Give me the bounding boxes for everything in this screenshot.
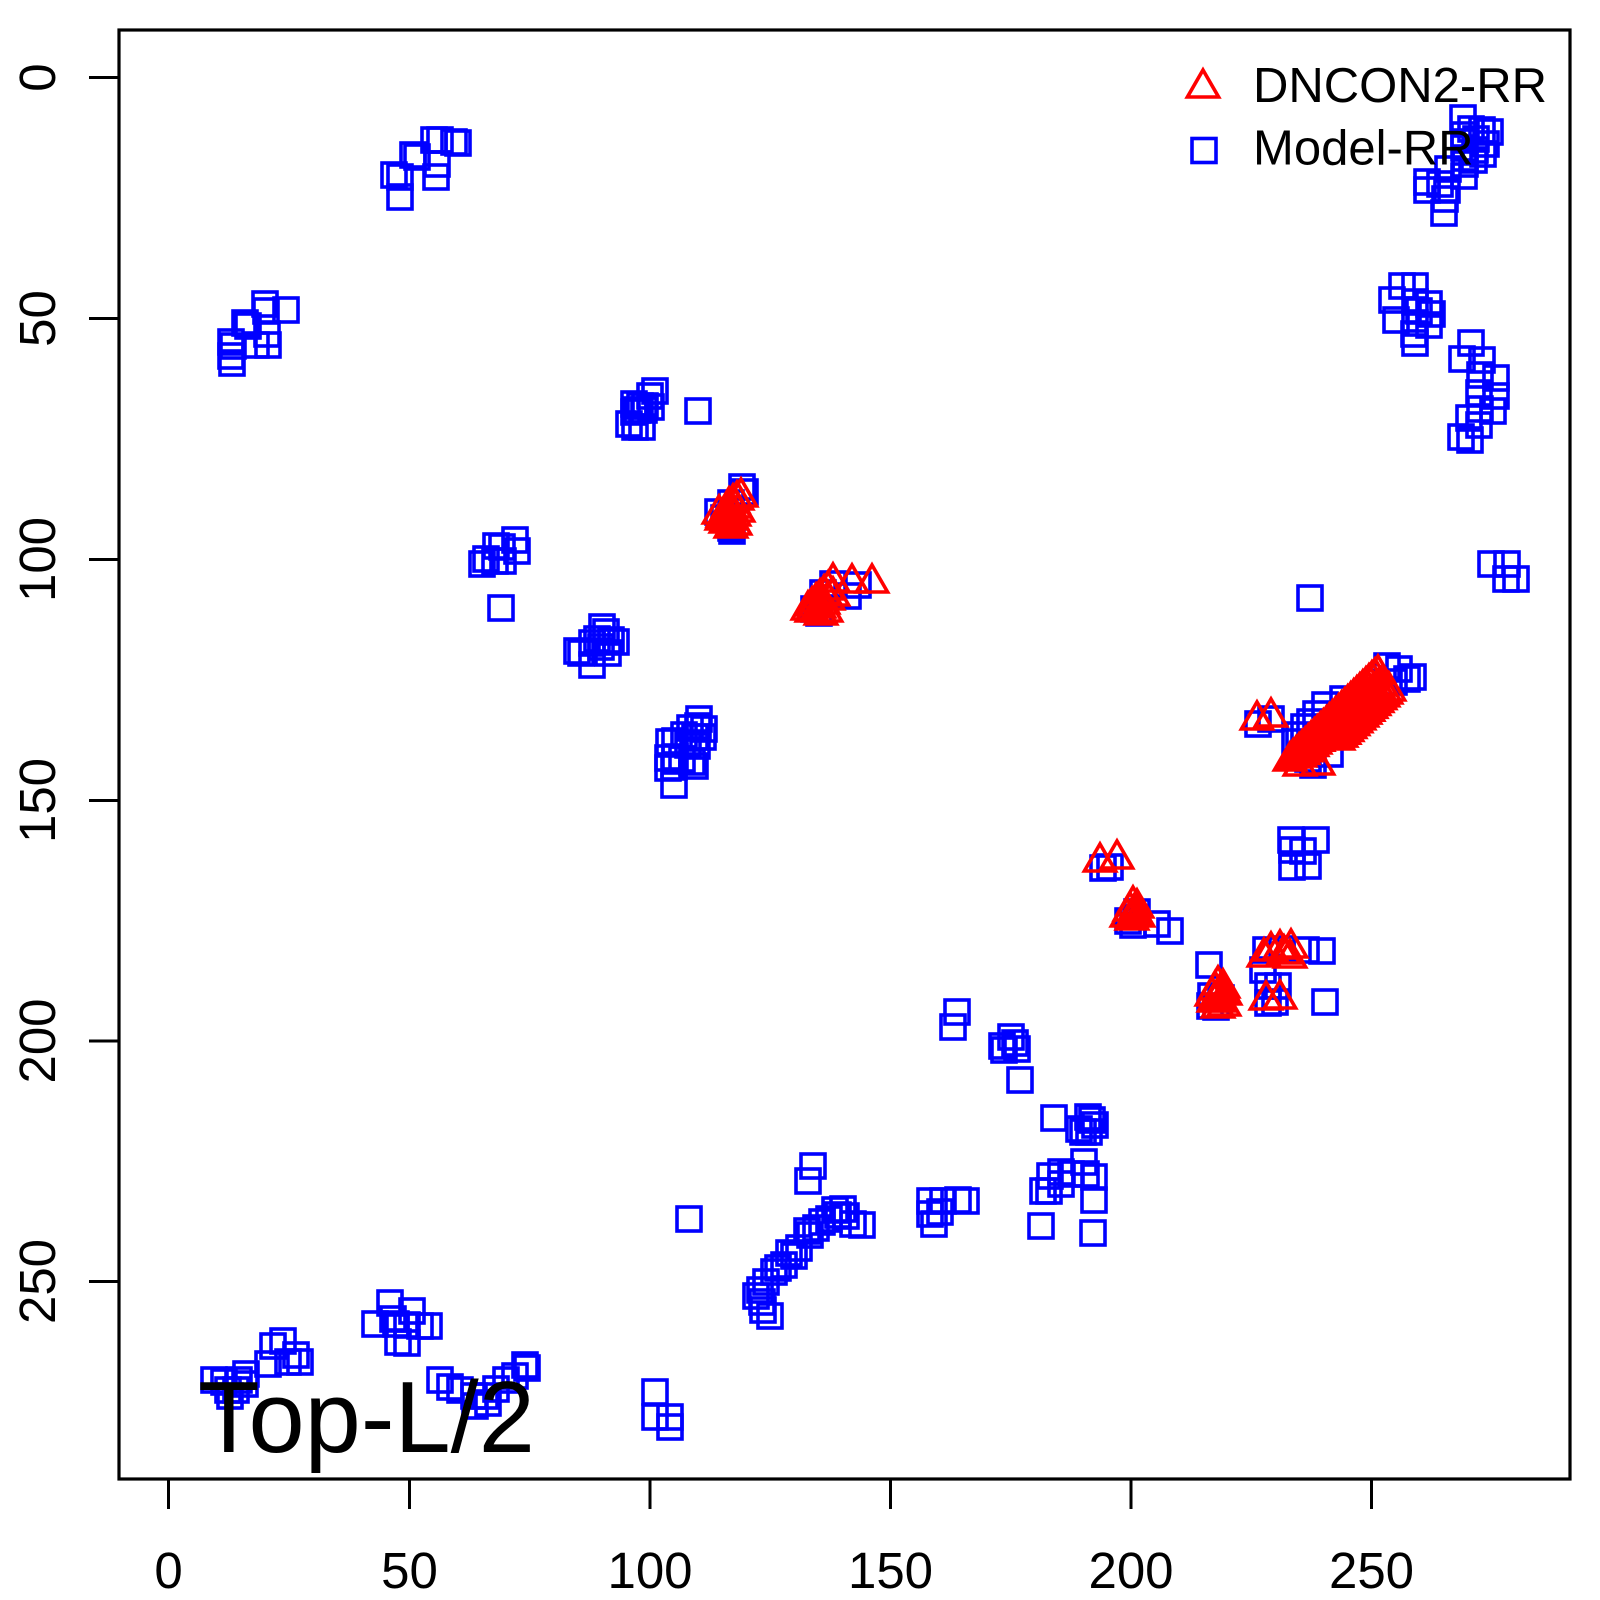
svg-text:50: 50 bbox=[381, 1542, 438, 1599]
svg-text:150: 150 bbox=[848, 1542, 933, 1599]
svg-text:250: 250 bbox=[9, 1239, 66, 1324]
svg-text:200: 200 bbox=[1088, 1542, 1173, 1599]
svg-text:0: 0 bbox=[9, 63, 66, 91]
svg-text:200: 200 bbox=[9, 998, 66, 1083]
svg-text:100: 100 bbox=[9, 517, 66, 602]
svg-text:250: 250 bbox=[1329, 1542, 1414, 1599]
svg-text:DNCON2-RR: DNCON2-RR bbox=[1253, 59, 1547, 113]
svg-text:100: 100 bbox=[607, 1542, 692, 1599]
svg-text:Model-RR: Model-RR bbox=[1253, 122, 1474, 176]
svg-text:Top-L/2: Top-L/2 bbox=[198, 1362, 535, 1474]
svg-text:0: 0 bbox=[154, 1542, 182, 1599]
svg-text:150: 150 bbox=[9, 758, 66, 843]
svg-text:50: 50 bbox=[9, 290, 66, 347]
